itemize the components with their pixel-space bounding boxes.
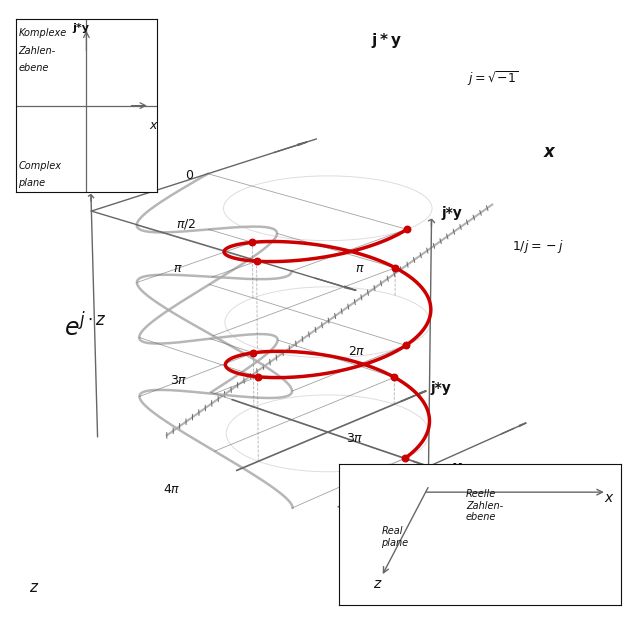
Text: $\mathbf{j * y}$: $\mathbf{j * y}$ <box>371 31 403 50</box>
Text: j*y: j*y <box>72 22 90 33</box>
Text: $2\pi$: $2\pi$ <box>348 345 365 358</box>
Text: Komplexe: Komplexe <box>19 28 67 38</box>
Text: x: x <box>544 143 555 161</box>
Text: $3\pi$: $3\pi$ <box>170 374 188 387</box>
Text: $3\pi$: $3\pi$ <box>346 431 364 445</box>
Text: ebene: ebene <box>19 63 49 73</box>
Text: plane: plane <box>19 178 45 188</box>
Text: x: x <box>150 118 157 132</box>
Text: x: x <box>604 491 612 505</box>
Text: Complex: Complex <box>19 161 61 171</box>
Text: $4\pi$: $4\pi$ <box>163 483 181 496</box>
Text: 0: 0 <box>186 169 193 182</box>
Text: Zahlen-: Zahlen- <box>19 45 56 56</box>
Text: Real
plane: Real plane <box>381 526 408 548</box>
Text: $e^{j \cdot z}$: $e^{j \cdot z}$ <box>64 312 107 341</box>
Text: z: z <box>29 580 36 595</box>
Text: $\pi/2$: $\pi/2$ <box>176 217 196 230</box>
Text: Reelle
Zahlen-
ebene: Reelle Zahlen- ebene <box>466 489 503 522</box>
Text: $\pi$: $\pi$ <box>173 262 182 275</box>
Text: z: z <box>373 577 380 591</box>
Text: $1/j = -j$: $1/j = -j$ <box>512 237 564 255</box>
Text: $\pi$: $\pi$ <box>355 262 365 275</box>
Text: $j = \sqrt{-1}$: $j = \sqrt{-1}$ <box>467 70 519 88</box>
